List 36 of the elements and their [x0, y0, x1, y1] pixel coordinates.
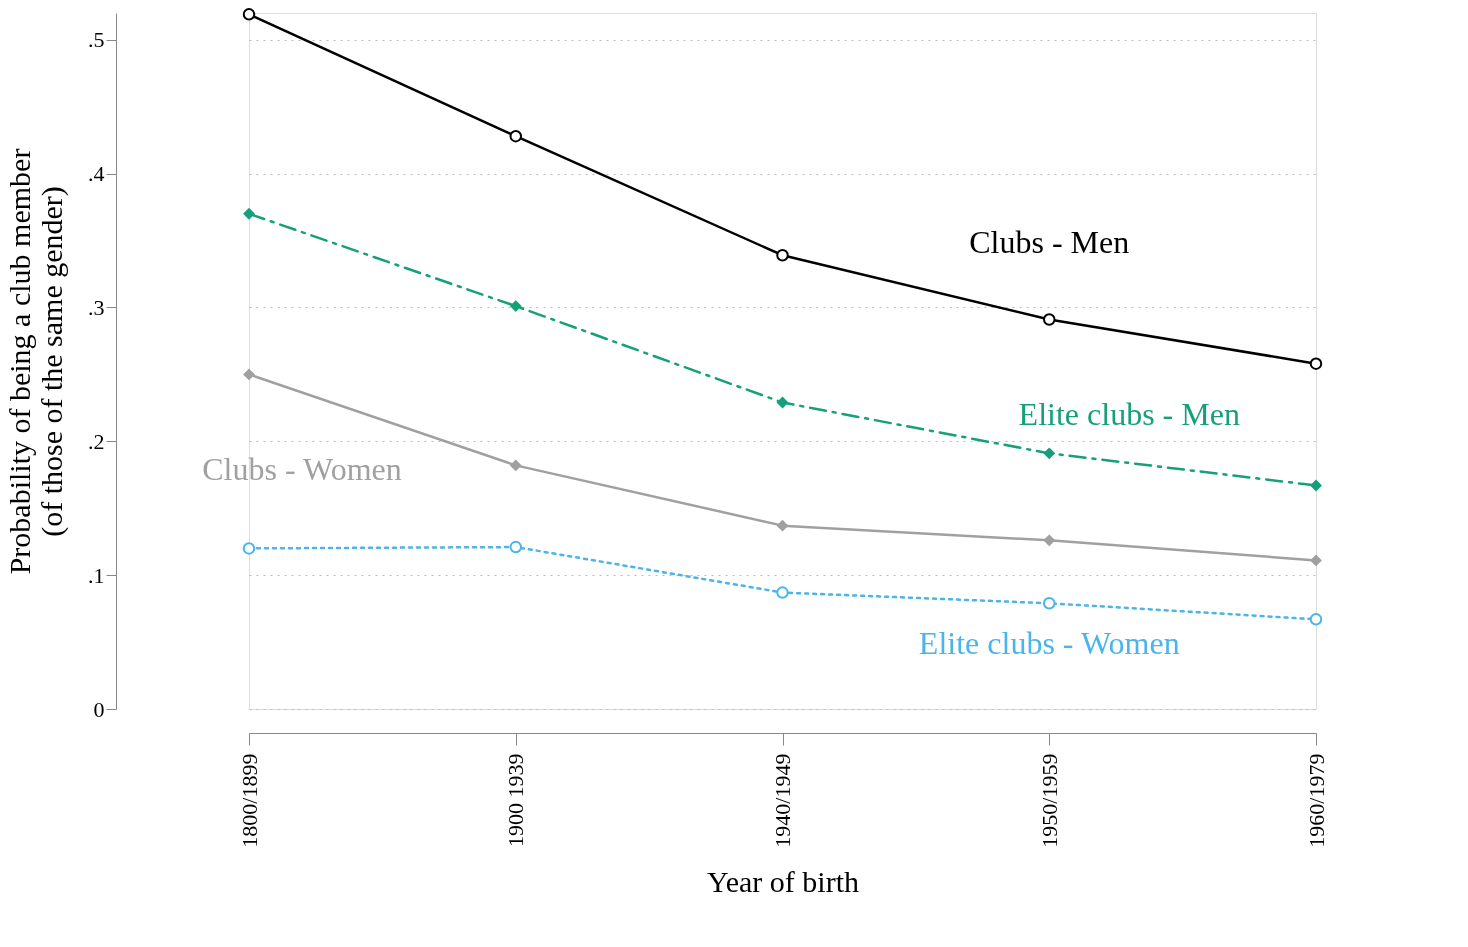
- y-tick-label: 0: [93, 696, 105, 722]
- x-tick-label: 1960/1979: [1303, 753, 1329, 848]
- point: [509, 459, 522, 472]
- point: [1309, 357, 1323, 370]
- point: [243, 368, 255, 381]
- series-label: Elite clubs - Women: [918, 625, 1180, 662]
- series-label: Elite clubs - Men: [1018, 396, 1240, 433]
- x-tick-label: 1800/1899: [236, 753, 262, 848]
- series-label: Clubs - Women: [202, 451, 402, 488]
- series-label: Clubs - Men: [969, 223, 1130, 260]
- point: [242, 542, 256, 555]
- x-axis-title: Year of birth: [707, 864, 859, 898]
- point: [1043, 447, 1056, 460]
- point: [243, 207, 255, 220]
- point: [242, 8, 256, 21]
- point: [1309, 613, 1323, 626]
- point: [1043, 534, 1056, 547]
- point: [509, 300, 522, 313]
- x-tick-label: 1900 1939: [503, 753, 529, 847]
- y-tick-label: .3: [88, 294, 105, 320]
- point: [776, 249, 789, 262]
- y-tick-label: .4: [88, 161, 105, 187]
- y-tick-label: .5: [88, 27, 105, 53]
- y-tick-label: .1: [88, 562, 105, 588]
- point: [776, 519, 789, 532]
- point: [509, 129, 522, 143]
- point: [1043, 313, 1056, 326]
- y-tick-label: .2: [88, 428, 105, 454]
- x-tick-label: 1940/1949: [770, 753, 795, 848]
- point: [509, 540, 522, 554]
- point: [1310, 479, 1322, 492]
- point: [1043, 597, 1056, 610]
- x-tick-label: 1950/1959: [1036, 753, 1062, 848]
- point: [1310, 554, 1322, 567]
- y-axis-title: Probability of being a club member (of those of the same gender): [3, 148, 69, 575]
- point: [776, 586, 789, 599]
